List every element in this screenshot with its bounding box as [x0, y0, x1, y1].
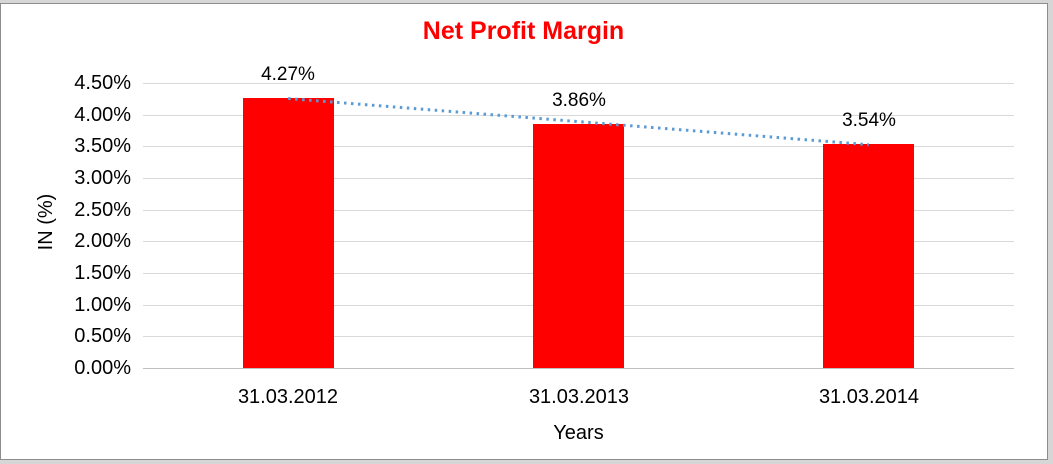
y-tick-label: 2.00% — [74, 230, 131, 252]
gridline — [143, 83, 1014, 84]
y-tick-label: 4.00% — [74, 104, 131, 126]
bar-value-label: 4.27% — [261, 64, 315, 85]
bar — [243, 98, 334, 368]
y-tick-label: 0.50% — [74, 325, 131, 347]
y-tick-label: 0.00% — [74, 357, 131, 379]
y-tick-label: 4.50% — [74, 72, 131, 94]
x-tick-label: 31.03.2014 — [818, 386, 920, 408]
x-tick-label: 31.03.2012 — [237, 386, 339, 408]
bar — [533, 124, 624, 368]
y-tick-label: 2.50% — [74, 199, 131, 221]
y-tick-label: 1.50% — [74, 262, 131, 284]
bar-value-label: 3.54% — [842, 110, 896, 131]
bar — [823, 144, 914, 368]
chart-title: Net Profit Margin — [422, 17, 625, 45]
x-axis-title: Years — [553, 422, 604, 444]
y-tick-label: 3.50% — [74, 135, 131, 157]
y-tick-label: 1.00% — [74, 294, 131, 316]
x-tick-label: 31.03.2013 — [528, 386, 630, 408]
bar-value-label: 3.86% — [552, 90, 606, 111]
y-tick-label: 3.00% — [74, 167, 131, 189]
x-axis-line — [143, 368, 1014, 369]
